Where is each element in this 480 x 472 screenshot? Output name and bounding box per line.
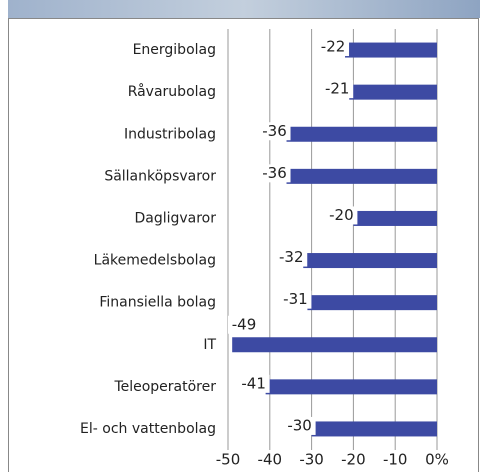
bar [345, 43, 437, 58]
bar [353, 211, 437, 226]
bar [287, 169, 437, 184]
bar [349, 85, 437, 100]
header-image [8, 0, 480, 18]
y-tick-label: Energibolag [133, 42, 216, 58]
data-label: -41 [241, 374, 266, 392]
y-tick-label: Finansiella bolag [99, 295, 216, 311]
bar [232, 337, 437, 352]
x-tick-label: -10 [383, 451, 408, 469]
data-label: -36 [262, 164, 287, 182]
data-label: -21 [325, 80, 350, 98]
y-tick-label: IT [203, 337, 216, 353]
data-label: -22 [321, 38, 346, 56]
x-tick-label: -40 [258, 451, 283, 469]
y-tick-label: Teleoperatörer [113, 379, 216, 395]
data-label: -31 [283, 290, 308, 308]
data-label: -49 [232, 315, 257, 333]
x-tick-label: -30 [299, 451, 324, 469]
y-tick-label: Dagligvaror [134, 210, 216, 226]
bar [312, 421, 437, 436]
chart: -50-40-30-20-100%Energibolag-22Råvarubol… [0, 0, 480, 472]
bar [287, 127, 437, 142]
y-tick-label: El- och vattenbolag [80, 421, 216, 437]
x-tick-label: -50 [216, 451, 241, 469]
bar [307, 295, 437, 310]
y-tick-label: Sällanköpsvaror [104, 168, 216, 184]
bar [303, 253, 437, 268]
y-tick-label: Läkemedelsbolag [94, 253, 216, 269]
data-label: -20 [329, 206, 354, 224]
data-label: -36 [262, 122, 287, 140]
x-tick-label: 0% [425, 451, 449, 469]
x-tick-label: -20 [341, 451, 366, 469]
data-label: -32 [279, 248, 304, 266]
bar [266, 379, 437, 394]
y-tick-label: Industribolag [124, 126, 216, 142]
data-label: -30 [287, 416, 312, 434]
y-tick-label: Råvarubolag [128, 83, 216, 100]
